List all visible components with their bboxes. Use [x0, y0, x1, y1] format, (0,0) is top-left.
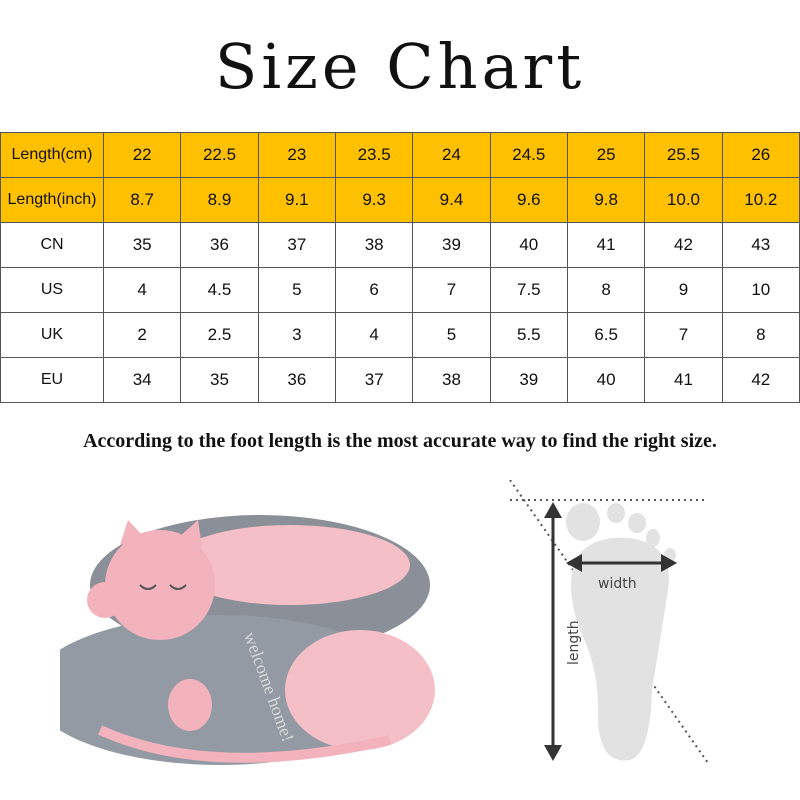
- table-cell: 42: [644, 222, 723, 268]
- table-cell: 8: [566, 267, 646, 313]
- table-cell: 9.3: [334, 177, 414, 223]
- table-cell: 34: [102, 357, 182, 403]
- table-cell: 5: [412, 312, 491, 358]
- table-cell: 4.5: [180, 267, 259, 313]
- table-cell: 23.5: [334, 132, 414, 178]
- table-cell: 36: [180, 222, 259, 268]
- foot-diagram: width length: [509, 480, 709, 764]
- table-cell: 43: [721, 222, 800, 268]
- table-row: Length(inch) 8.7 8.9 9.1 9.3 9.4 9.6 9.8 10.0 10.…: [0, 177, 800, 223]
- table-cell: 39: [489, 357, 568, 403]
- table-cell: 9: [644, 267, 723, 313]
- table-cell: 8.7: [102, 177, 182, 223]
- table-cell: 9.6: [489, 177, 568, 223]
- table-cell: 25: [566, 132, 646, 178]
- table-cell: 22.5: [180, 132, 259, 178]
- table-cell: 22: [102, 132, 182, 178]
- table-cell: 38: [334, 222, 414, 268]
- table-cell: 2.5: [180, 312, 259, 358]
- table-cell: 7.5: [489, 267, 568, 313]
- row-label: Length(inch): [0, 177, 104, 223]
- table-cell: 8: [721, 312, 800, 358]
- length-label: length: [566, 620, 582, 665]
- table-cell: 5: [257, 267, 336, 313]
- size-table: Length(cm) 22 22.5 23 23.5 24 24.5 25 25.5 26 Leng…: [0, 132, 800, 403]
- table-cell: 10: [721, 267, 800, 313]
- table-cell: 35: [180, 357, 259, 403]
- table-cell: 42: [721, 357, 800, 403]
- width-label: width: [598, 576, 637, 592]
- table-cell: 41: [566, 222, 646, 268]
- table-cell: 35: [102, 222, 182, 268]
- table-cell: 24: [412, 132, 491, 178]
- table-cell: 8.9: [180, 177, 259, 223]
- page-title: Size Chart: [214, 30, 586, 103]
- table-cell: 41: [644, 357, 723, 403]
- table-cell: 24.5: [489, 132, 568, 178]
- table-cell: 40: [566, 357, 646, 403]
- row-label: CN: [0, 222, 104, 268]
- table-cell: 6: [334, 267, 414, 313]
- row-label: Length(cm): [0, 132, 104, 178]
- table-cell: 9.1: [257, 177, 336, 223]
- table-cell: 2: [102, 312, 182, 358]
- sizing-note: According to the foot length is the most…: [83, 430, 717, 452]
- row-label: UK: [0, 312, 104, 358]
- table-cell: 7: [412, 267, 491, 313]
- table-cell: 4: [102, 267, 182, 313]
- table-cell: 40: [489, 222, 568, 268]
- table-row: Length(cm) 22 22.5 23 23.5 24 24.5 25 25.5 26: [0, 132, 800, 178]
- table-cell: 39: [412, 222, 491, 268]
- table-row: EU 34 35 36 37 38 39 40 41 42: [0, 357, 800, 403]
- slipper-image: welcome home!: [60, 515, 435, 765]
- table-cell: 9.8: [566, 177, 646, 223]
- table-cell: 7: [644, 312, 723, 358]
- table-cell: 10.2: [721, 177, 800, 223]
- table-row: CN 35 36 37 38 39 40 41 42 43: [0, 222, 800, 268]
- row-label: EU: [0, 357, 104, 403]
- table-cell: 25.5: [644, 132, 723, 178]
- table-cell: 5.5: [489, 312, 568, 358]
- row-label: US: [0, 267, 104, 313]
- table-cell: 37: [257, 222, 336, 268]
- table-cell: 36: [257, 357, 336, 403]
- table-cell: 3: [257, 312, 336, 358]
- table-cell: 23: [257, 132, 336, 178]
- table-cell: 4: [334, 312, 414, 358]
- table-cell: 6.5: [566, 312, 646, 358]
- table-row: US 4 4.5 5 6 7 7.5 8 9 10: [0, 267, 800, 313]
- table-cell: 37: [334, 357, 414, 403]
- table-cell: 38: [412, 357, 491, 403]
- table-cell: 9.4: [412, 177, 491, 223]
- table-row: UK 2 2.5 3 4 5 5.5 6.5 7 8: [0, 312, 800, 358]
- table-cell: 10.0: [644, 177, 723, 223]
- table-cell: 26: [721, 132, 800, 178]
